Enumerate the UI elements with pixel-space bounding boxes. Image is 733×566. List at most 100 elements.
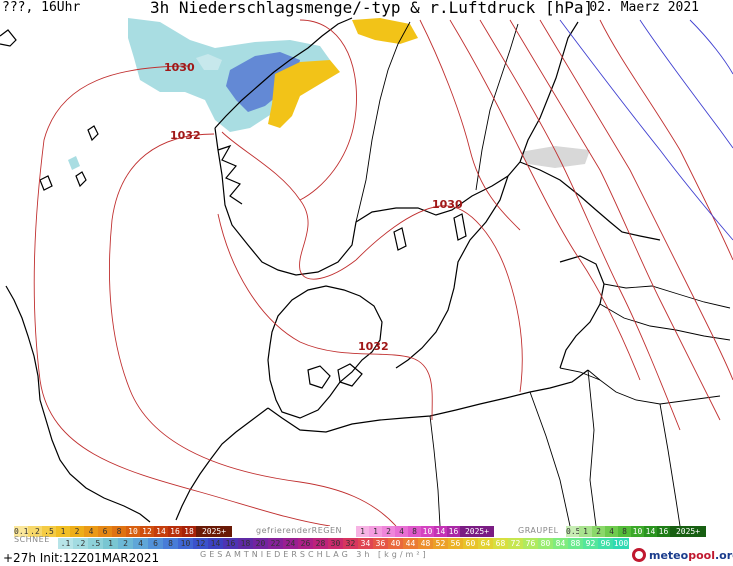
rain-swatch: 14 xyxy=(154,526,168,537)
snow-small-west xyxy=(68,156,80,170)
snow-swatch: 52 xyxy=(433,538,448,549)
isobar-label-1032-denmark: 1032 xyxy=(358,340,389,353)
snow-swatch: 22 xyxy=(268,538,283,549)
freezing-rain-swatch: 1 xyxy=(356,526,369,537)
rain-swatch: 2025+ xyxy=(196,526,232,537)
freezing-rain-swatch: 1 xyxy=(369,526,382,537)
snow-swatch: 34 xyxy=(358,538,373,549)
brand-meteo: meteo xyxy=(649,548,689,562)
snow-swatch: 20 xyxy=(253,538,268,549)
freezing-rain-swatch: 4 xyxy=(395,526,408,537)
snow-swatch: 36 xyxy=(373,538,388,549)
isobar-1030-main xyxy=(33,65,331,526)
snow-swatch: 84 xyxy=(553,538,568,549)
isobar-1030-inner xyxy=(355,205,523,393)
freezing-rain-swatch: 2025+ xyxy=(460,526,494,537)
freezing-rain-swatch: 14 xyxy=(434,526,447,537)
graupel-swatch: 1 xyxy=(579,526,592,537)
snow-swatch: 10 xyxy=(178,538,193,549)
rain-norway-coast xyxy=(268,60,340,128)
rain-swatch: 2 xyxy=(70,526,84,537)
snow-swatch: 56 xyxy=(448,538,463,549)
snow-swatch: 96 xyxy=(598,538,613,549)
rain-swatch: .2 xyxy=(28,526,42,537)
isobar-label-1030-nw: 1030 xyxy=(164,61,195,74)
snow-color-scale: .1.2.5 1 2 4 6 8 10 12 14 16 18 20 22 24 26 28 30 32 34 36 4… xyxy=(58,538,629,549)
snow-swatch: 44 xyxy=(403,538,418,549)
snow-swatch: 76 xyxy=(523,538,538,549)
meteopool-brand[interactable]: meteopool.org xyxy=(632,546,733,564)
rain-swatch: 10 xyxy=(126,526,140,537)
snow-swatch: 88 xyxy=(568,538,583,549)
graupel-swatch: 8 xyxy=(618,526,631,537)
snow-swatch: 40 xyxy=(388,538,403,549)
snow-swatch: 68 xyxy=(493,538,508,549)
rain-swatch: .5 xyxy=(42,526,56,537)
model-run-info: +27h Init:12Z01MAR2021 xyxy=(3,551,160,565)
freezing-rain-color-scale: 1 1 2 4 8 10 14 16 2025+ xyxy=(356,526,494,537)
map-header: ???, 16Uhr 3h Niederschlagsmenge/-typ & … xyxy=(0,0,733,20)
map-title: 3h Niederschlagsmenge/-typ & r.Luftdruck… xyxy=(150,0,594,17)
isobar-label-1032-w: 1032 xyxy=(170,129,201,142)
snow-swatch: 6 xyxy=(148,538,163,549)
snow-swatch: 14 xyxy=(208,538,223,549)
snow-swatch: 1 xyxy=(103,538,118,549)
snow-swatch: 72 xyxy=(508,538,523,549)
snow-swatch: 24 xyxy=(283,538,298,549)
snow-light-patch xyxy=(196,54,222,70)
snow-swatch: .2 xyxy=(73,538,88,549)
isobar-1032-south xyxy=(217,213,433,421)
freezing-rain-swatch: 16 xyxy=(447,526,460,537)
snow-swatch: 92 xyxy=(583,538,598,549)
snow-swatch: .1 xyxy=(58,538,73,549)
graupel-swatch: 2025+ xyxy=(670,526,706,537)
country-borders xyxy=(355,21,731,526)
snow-swatch: 32 xyxy=(343,538,358,549)
freezing-rain-swatch: 10 xyxy=(421,526,434,537)
isobar-label-1030-baltic: 1030 xyxy=(432,198,463,211)
snow-swatch: 18 xyxy=(238,538,253,549)
graupel-swatch: 4 xyxy=(605,526,618,537)
snow-swatch: 16 xyxy=(223,538,238,549)
graupel-color-scale: 0.5 1 2 4 8 10 14 16 2025+ xyxy=(566,526,706,537)
rain-swatch: 4 xyxy=(84,526,98,537)
snow-swatch: 28 xyxy=(313,538,328,549)
graupel-swatch: 16 xyxy=(657,526,670,537)
isobar-1032-inner xyxy=(221,131,357,280)
rain-swatch: 16 xyxy=(168,526,182,537)
brand-org: .org xyxy=(714,548,733,562)
graupel-swatch: 14 xyxy=(644,526,657,537)
valid-date: 02. Maerz 2021 xyxy=(589,0,699,15)
snow-swatch: 8 xyxy=(163,538,178,549)
snow-swatch: 48 xyxy=(418,538,433,549)
snow-swatch: 12 xyxy=(193,538,208,549)
rain-swatch: 0.1 xyxy=(14,526,28,537)
freezing-rain-swatch: 8 xyxy=(408,526,421,537)
meteopool-logo-icon xyxy=(632,548,646,562)
graupel-label: GRAUPEL xyxy=(518,526,559,535)
snow-swatch: 80 xyxy=(538,538,553,549)
snow-swatch: .5 xyxy=(88,538,103,549)
precipitation-pressure-map: 1030 1032 1030 1032 xyxy=(0,17,733,526)
graupel-swatch: 10 xyxy=(631,526,644,537)
rain-swatch: 6 xyxy=(98,526,112,537)
precip-finland-grey xyxy=(520,146,590,168)
snow-swatch: 100 xyxy=(613,538,629,549)
snow-swatch: 26 xyxy=(298,538,313,549)
valid-time-label: ???, 16Uhr xyxy=(2,0,81,15)
isobars xyxy=(33,19,733,526)
rain-swatch: 8 xyxy=(112,526,126,537)
snow-swatch: 60 xyxy=(463,538,478,549)
freezing-rain-swatch: 2 xyxy=(382,526,395,537)
precip-legend: 0.1.2.5 1 2 4 6 8 10 12 14 16 18 2025+ gefrierender… xyxy=(0,523,733,566)
total-precip-label: GESAMTNIEDERSCHLAG 3h [kg/m²] xyxy=(200,550,429,559)
rain-swatch: 12 xyxy=(140,526,154,537)
isobar-labels: 1030 1032 1030 1032 xyxy=(164,61,463,353)
brand-pool: pool xyxy=(688,548,715,562)
snow-swatch: 4 xyxy=(133,538,148,549)
snow-swatch: 30 xyxy=(328,538,343,549)
freezing-rain-label: gefrierenderREGEN xyxy=(256,526,342,535)
rain-swatch: 1 xyxy=(56,526,70,537)
isobar-1032-west xyxy=(108,133,397,526)
isobars-blue xyxy=(559,19,733,241)
